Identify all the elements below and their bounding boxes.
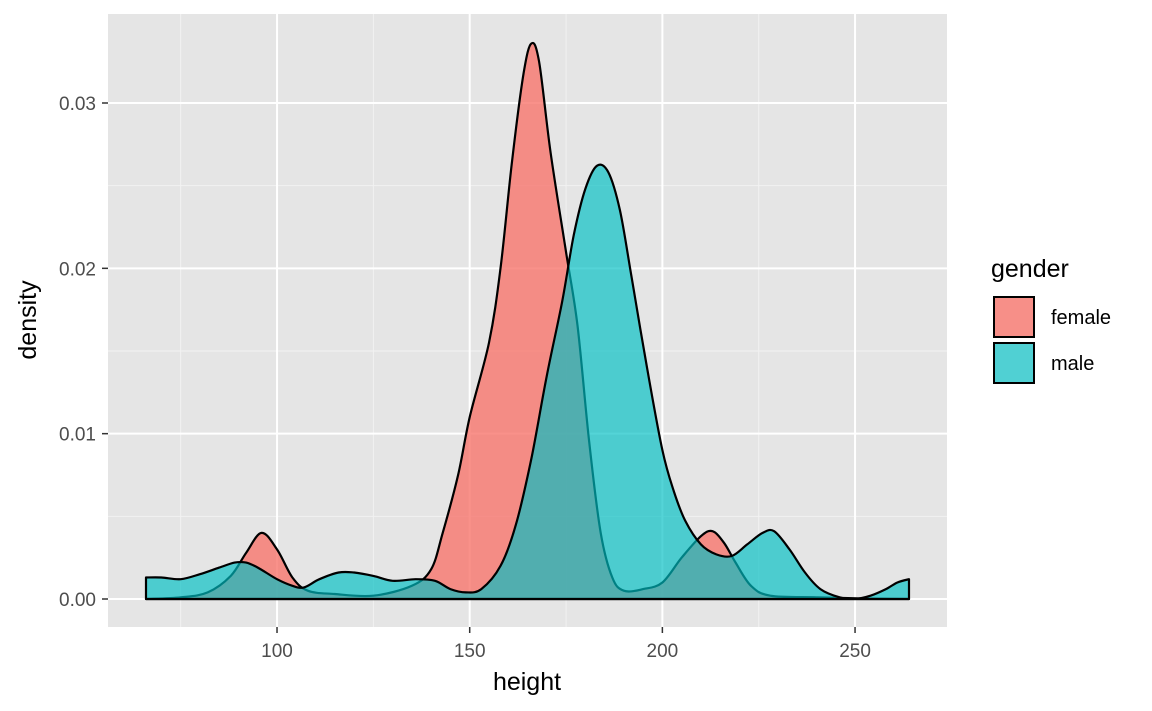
y-tick-label: 0.01 — [59, 425, 96, 446]
y-tick-label: 0.03 — [59, 94, 96, 115]
legend-label-female: female — [1051, 307, 1111, 329]
y-tick-label: 0.02 — [59, 259, 96, 280]
legend-entries: female male — [993, 296, 1111, 384]
legend-label-male: male — [1051, 353, 1094, 375]
legend-swatch-female — [993, 296, 1035, 338]
x-tick-label: 100 — [261, 641, 293, 662]
x-tick-label: 200 — [647, 641, 679, 662]
legend: gender female male — [991, 255, 1111, 384]
x-axis-ticks: 100 150 200 250 — [261, 627, 871, 662]
y-axis-ticks: 0.00 0.01 0.02 0.03 — [59, 94, 108, 611]
density-area-female — [144, 41, 911, 601]
x-axis-title: height — [493, 668, 561, 696]
legend-swatch-male — [993, 342, 1035, 384]
y-axis-title: density — [14, 280, 42, 360]
density-area-male — [144, 163, 911, 601]
x-tick-label: 250 — [839, 641, 871, 662]
x-tick-label: 150 — [454, 641, 486, 662]
legend-title: gender — [991, 255, 1069, 283]
series-layer — [144, 41, 911, 601]
y-tick-label: 0.00 — [59, 590, 96, 611]
